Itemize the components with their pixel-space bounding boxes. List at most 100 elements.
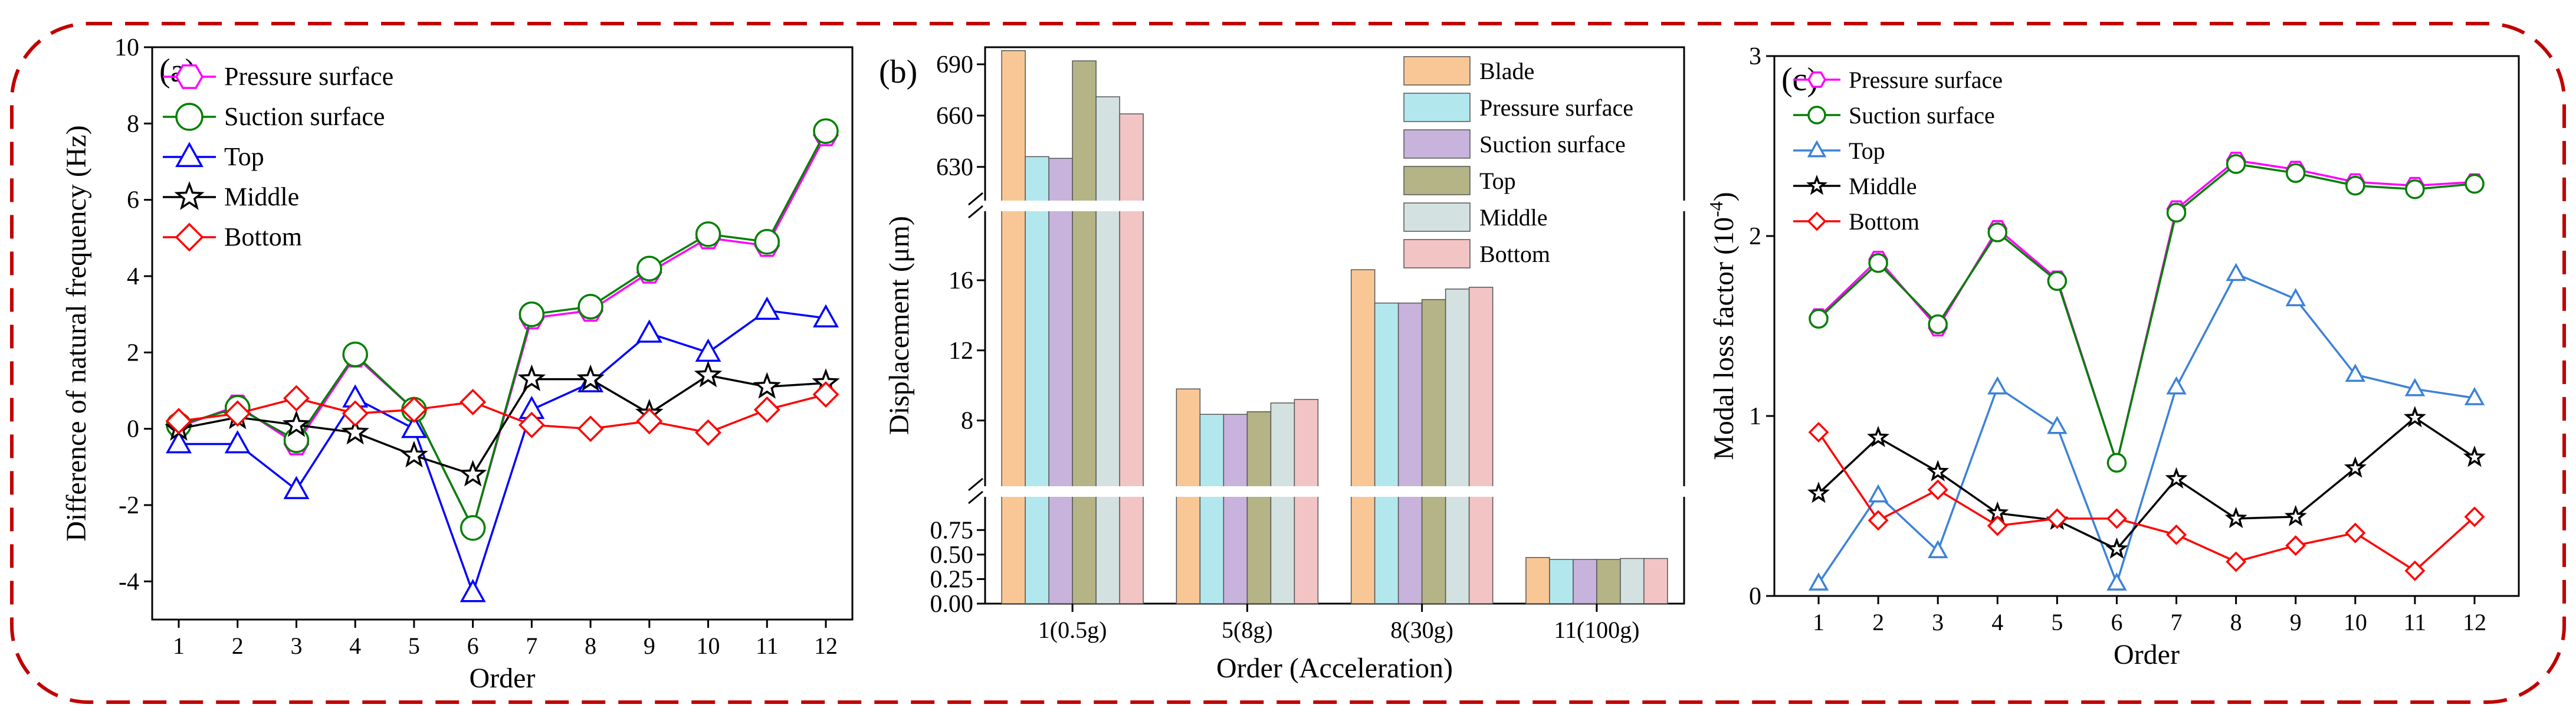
axis-break-mark	[968, 490, 983, 504]
data-point-diamond	[2404, 560, 2426, 581]
data-point-diamond	[1808, 421, 1829, 443]
x-tick-label: 11(100g)	[1554, 617, 1639, 643]
bar-suction-surface	[1573, 559, 1597, 604]
x-tick-label: 11	[2404, 609, 2427, 635]
x-tick-label: 4	[1991, 609, 2003, 635]
axis-break-mark	[968, 477, 983, 492]
y-tick-label: 0.25	[930, 566, 974, 593]
x-tick-label: 10	[2344, 609, 2367, 635]
data-point-triangle	[2166, 376, 2187, 395]
legend-swatch	[1403, 129, 1471, 159]
series-line-circle	[1817, 163, 2475, 467]
legend-label: Bottom	[1849, 208, 1919, 235]
series-line-star	[1817, 416, 2475, 551]
bar-pressure-surface	[1549, 559, 1574, 604]
data-point-triangle	[1927, 540, 1948, 558]
bar-pressure-surface	[1199, 414, 1225, 604]
legend-label: Bottom	[224, 222, 302, 251]
legend-label: Top	[224, 142, 264, 171]
data-point-triangle	[813, 304, 839, 327]
data-point-diamond	[753, 396, 780, 423]
y-tick-label: 630	[936, 154, 973, 181]
x-tick-label: 5	[2051, 609, 2063, 635]
x-tick-label: 9	[2290, 609, 2302, 635]
legend-label: Pressure surface	[1479, 94, 1633, 121]
legend-label: Bottom	[1479, 241, 1550, 267]
x-tick-label: 3	[1932, 609, 1944, 635]
data-point-circle	[695, 221, 721, 247]
x-tick-label: 11	[756, 633, 779, 659]
data-point-star	[458, 460, 487, 487]
data-point-diamond	[1927, 479, 1948, 500]
x-tick-label: 5(8g)	[1222, 617, 1273, 643]
data-point-triangle	[2345, 363, 2366, 382]
bar-middle	[1620, 558, 1645, 604]
y-tick-label: 0.00	[930, 591, 974, 618]
data-point-star	[2224, 506, 2247, 529]
data-point-star	[753, 372, 782, 399]
data-point-circle	[577, 293, 603, 320]
x-tick-label: 6	[467, 633, 479, 659]
y-tick-label: 0	[127, 416, 139, 443]
dashed-frame	[10, 22, 2566, 704]
legend-marker-circle	[175, 103, 204, 131]
data-point-triangle	[460, 579, 486, 602]
axis-break-mark	[968, 192, 983, 206]
data-point-circle	[1809, 309, 1829, 329]
data-point-triangle	[401, 415, 427, 438]
data-point-triangle	[1868, 484, 1889, 503]
bar-middle	[1270, 402, 1295, 604]
data-point-diamond	[2345, 522, 2366, 543]
x-tick-label: 8	[2230, 609, 2242, 635]
x-tick-label: 1	[1813, 609, 1824, 635]
data-point-diamond	[1987, 515, 2008, 536]
legend-swatch	[1403, 56, 1471, 86]
data-point-star	[1807, 481, 1830, 503]
y-axis-label: Difference of natural frequency (Hz)	[61, 125, 92, 541]
data-point-diamond	[2106, 508, 2127, 529]
x-tick-label: 9	[644, 633, 655, 659]
x-tick-label: 5	[408, 633, 420, 659]
data-point-circle	[283, 427, 310, 453]
data-point-star	[2344, 456, 2367, 478]
data-point-diamond	[224, 400, 251, 427]
legend-marker-diamond	[1807, 211, 1827, 231]
y-axis-label-close: )	[1708, 192, 1740, 201]
bar-top	[1246, 411, 1272, 604]
bar-pressure-surface	[1025, 156, 1049, 604]
legend-label: Middle	[1849, 173, 1917, 199]
legend-marker-hexagon	[1807, 71, 1827, 88]
legend-label: Top	[1849, 137, 1885, 164]
bar-blade	[1001, 50, 1026, 604]
x-tick-label: 4	[349, 633, 361, 659]
x-tick-label: 6	[2111, 609, 2122, 635]
legend-label: Blade	[1479, 58, 1534, 84]
x-tick-label: 12	[814, 633, 838, 659]
data-point-circle	[2166, 202, 2187, 223]
data-point-triangle	[2226, 263, 2246, 281]
y-tick-label: 690	[936, 51, 973, 78]
data-point-star	[2284, 504, 2307, 526]
bar-top	[1596, 559, 1621, 604]
legend-marker-triangle	[175, 142, 204, 168]
data-point-star	[517, 364, 546, 391]
x-axis-label: Order	[2114, 639, 2180, 670]
data-point-diamond	[2046, 508, 2068, 529]
data-point-circle	[1868, 253, 1888, 273]
data-point-triangle	[2106, 572, 2127, 591]
y-axis-label-exponent: -4	[1705, 201, 1727, 217]
plot-frame	[984, 46, 1685, 605]
legend-label: Middle	[1479, 204, 1548, 231]
legend-marker-star	[1806, 175, 1828, 195]
data-point-star	[2105, 537, 2128, 559]
data-point-circle	[2047, 271, 2068, 291]
data-point-star	[282, 410, 311, 437]
data-point-circle	[2226, 154, 2246, 174]
bar-bottom	[1468, 287, 1494, 604]
x-tick-label: 10	[697, 633, 720, 659]
data-point-circle	[1928, 314, 1948, 335]
y-tick-label: 3	[1749, 43, 1761, 70]
data-point-triangle	[166, 430, 192, 454]
data-point-circle	[460, 515, 486, 541]
y-tick-label: -4	[119, 568, 139, 595]
